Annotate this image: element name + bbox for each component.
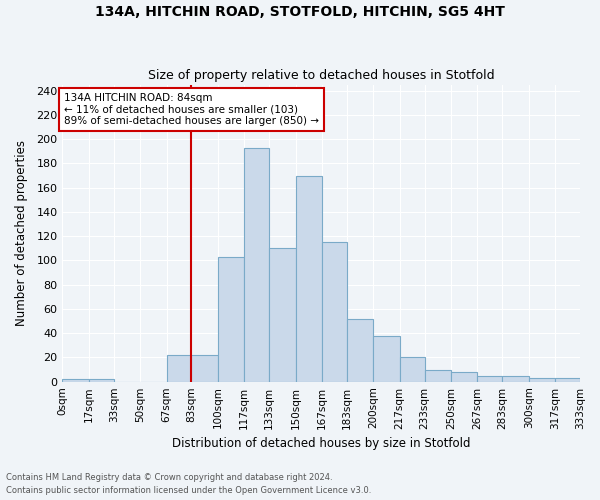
Bar: [347, 318, 373, 382]
Text: 134A, HITCHIN ROAD, STOTFOLD, HITCHIN, SG5 4HT: 134A, HITCHIN ROAD, STOTFOLD, HITCHIN, S…: [95, 5, 505, 19]
Bar: [89, 380, 114, 382]
Bar: [296, 176, 322, 382]
Bar: [555, 378, 580, 382]
X-axis label: Distribution of detached houses by size in Stotfold: Distribution of detached houses by size …: [172, 437, 470, 450]
Bar: [425, 370, 451, 382]
Text: Contains HM Land Registry data © Crown copyright and database right 2024.
Contai: Contains HM Land Registry data © Crown c…: [6, 474, 371, 495]
Bar: [502, 376, 529, 382]
Bar: [218, 257, 244, 382]
Bar: [478, 376, 502, 382]
Text: 134A HITCHIN ROAD: 84sqm
← 11% of detached houses are smaller (103)
89% of semi-: 134A HITCHIN ROAD: 84sqm ← 11% of detach…: [64, 93, 319, 126]
Bar: [167, 355, 191, 382]
Bar: [269, 248, 296, 382]
Bar: [529, 378, 555, 382]
Bar: [322, 242, 347, 382]
Bar: [373, 336, 400, 382]
Bar: [62, 380, 89, 382]
Bar: [400, 358, 425, 382]
Bar: [191, 355, 218, 382]
Title: Size of property relative to detached houses in Stotfold: Size of property relative to detached ho…: [148, 69, 494, 82]
Bar: [451, 372, 478, 382]
Y-axis label: Number of detached properties: Number of detached properties: [15, 140, 28, 326]
Bar: [244, 148, 269, 382]
